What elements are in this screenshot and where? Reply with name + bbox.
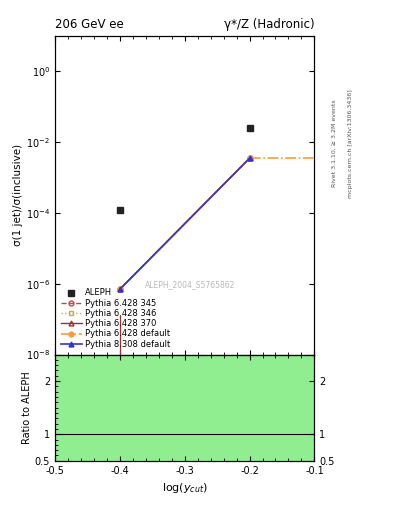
Text: 206 GeV ee: 206 GeV ee: [55, 18, 124, 31]
Legend: ALEPH, Pythia 6.428 345, Pythia 6.428 346, Pythia 6.428 370, Pythia 6.428 defaul: ALEPH, Pythia 6.428 345, Pythia 6.428 34…: [59, 287, 172, 350]
Text: mcplots.cern.ch [arXiv:1306.3436]: mcplots.cern.ch [arXiv:1306.3436]: [348, 89, 353, 198]
Y-axis label: Ratio to ALEPH: Ratio to ALEPH: [22, 371, 32, 444]
Text: γ*/Z (Hadronic): γ*/Z (Hadronic): [224, 18, 314, 31]
Text: ALEPH_2004_S5765862: ALEPH_2004_S5765862: [145, 280, 235, 289]
Y-axis label: σ(1 jet)/σ(inclusive): σ(1 jet)/σ(inclusive): [13, 144, 23, 246]
Text: Rivet 3.1.10, ≥ 3.2M events: Rivet 3.1.10, ≥ 3.2M events: [332, 99, 337, 187]
X-axis label: log($y_{cut}$): log($y_{cut}$): [162, 481, 208, 495]
